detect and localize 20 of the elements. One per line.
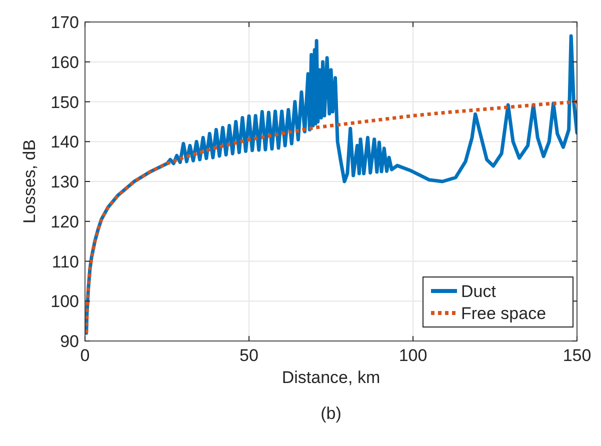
y-tick-label: 120 — [50, 212, 79, 232]
y-tick-label: 130 — [50, 172, 79, 192]
x-tick-label: 0 — [80, 346, 90, 365]
legend-label: Free space — [461, 304, 546, 323]
y-tick-label: 100 — [50, 292, 79, 312]
line-series — [85, 100, 577, 335]
y-tick-label: 140 — [50, 132, 79, 152]
x-tick-label: 150 — [562, 346, 592, 365]
y-axis-title: Losses, dB — [20, 139, 39, 224]
x-axis-title: Distance, km — [282, 368, 380, 387]
y-tick-label: 160 — [50, 52, 79, 72]
y-tick-label: 170 — [50, 13, 79, 32]
y-tick-label: 90 — [60, 332, 79, 351]
legend-label: Duct — [461, 282, 496, 301]
x-tick-label: 50 — [240, 346, 258, 365]
y-tick-label: 110 — [52, 252, 79, 272]
y-tick-label: 150 — [50, 92, 79, 112]
x-tick-label: 100 — [398, 346, 428, 365]
line-series — [85, 34, 577, 335]
text: (b) — [320, 404, 342, 423]
